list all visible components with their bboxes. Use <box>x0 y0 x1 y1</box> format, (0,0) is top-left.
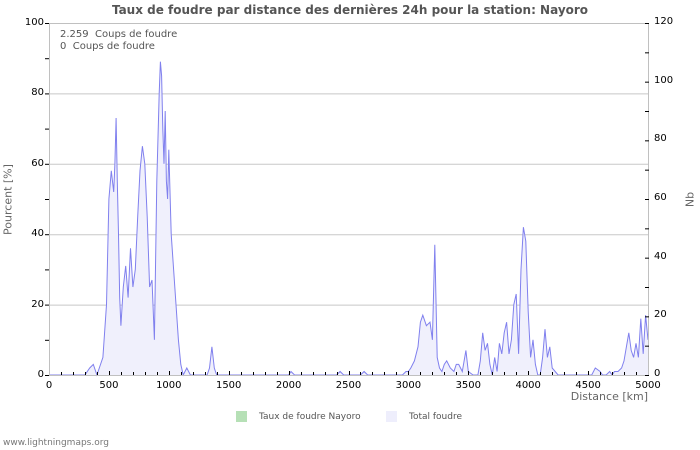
legend-swatch-total <box>386 411 397 422</box>
right-tick-label: 40 <box>654 250 667 262</box>
right-tick-label: 80 <box>654 133 667 145</box>
left-tick-label: 0 <box>37 369 44 380</box>
x-tick-label: 0 <box>45 380 53 391</box>
legend-label-total: Total foudre <box>409 411 463 422</box>
stat-station-value: 0 <box>60 41 67 52</box>
right-axis-label: Nb <box>683 191 697 208</box>
left-tick-label: 40 <box>31 228 44 240</box>
x-tick-label: 1500 <box>215 380 242 391</box>
right-tick-label: 100 <box>654 74 674 86</box>
x-tick-label: 4500 <box>575 380 601 391</box>
left-axis-label: Pourcent [%] <box>1 164 15 235</box>
right-tick-label: 60 <box>654 192 667 203</box>
right-tick-label: 0 <box>654 368 661 379</box>
stat-station-strikes: 0 Coups de foudre <box>60 41 155 52</box>
stat-total-strikes: 2.259 Coups de foudre <box>60 29 177 40</box>
left-tick-label: 100 <box>24 17 44 28</box>
x-tick-label: 2500 <box>335 380 362 391</box>
legend-item-nayoro: Taux de foudre Nayoro <box>236 411 361 422</box>
stat-total-value: 2.259 <box>60 29 89 40</box>
x-tick-label: 3500 <box>455 380 482 391</box>
x-tick-label: 2000 <box>275 380 302 391</box>
x-axis-label: Distance [km] <box>570 390 648 403</box>
right-tick-label: 120 <box>654 16 674 27</box>
x-tick-label: 5000 <box>635 380 661 391</box>
right-tick-label: 20 <box>654 309 667 321</box>
left-tick-label: 20 <box>31 298 44 310</box>
legend-label-nayoro: Taux de foudre Nayoro <box>259 411 361 422</box>
legend-item-total: Total foudre <box>386 411 462 422</box>
x-tick-label: 4000 <box>515 380 541 391</box>
total-foudre-area <box>49 61 649 377</box>
legend-swatch-nayoro <box>236 411 247 422</box>
footer-site-link[interactable]: www.lightningmaps.org <box>3 438 109 448</box>
left-tick-label: 80 <box>31 87 44 99</box>
stat-total-label: Coups de foudre <box>95 29 178 40</box>
left-tick-label: 60 <box>31 157 44 169</box>
axis-ticks <box>45 23 649 376</box>
stat-station-label: Coups de foudre <box>72 41 155 52</box>
x-tick-label: 500 <box>99 380 119 391</box>
x-tick-label: 1000 <box>156 380 182 391</box>
chart-title: Taux de foudre par distance des dernière… <box>111 3 589 17</box>
x-tick-label: 3000 <box>395 380 422 391</box>
